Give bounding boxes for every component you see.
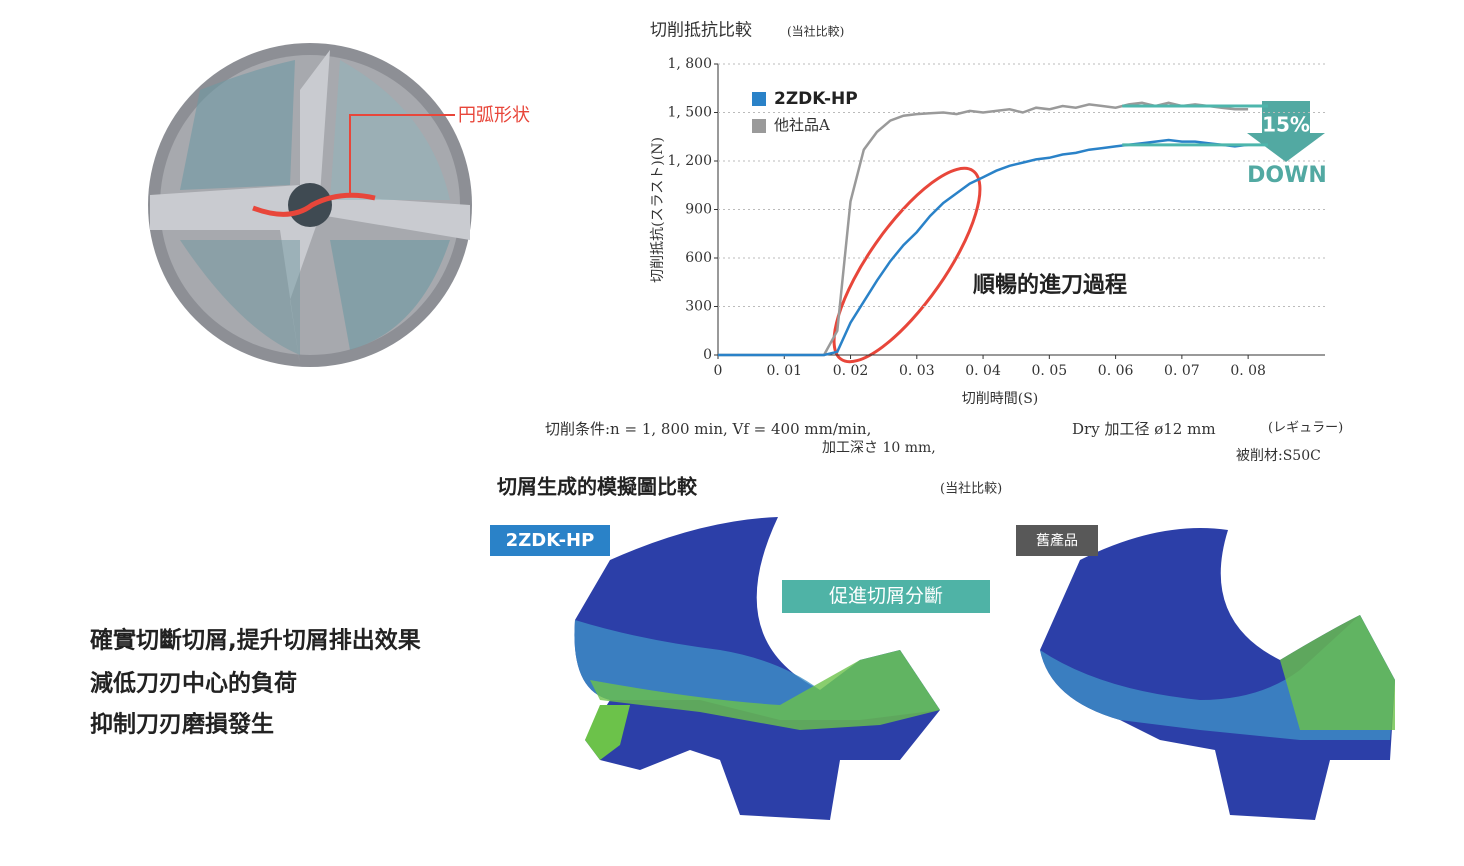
x-tick-label: 0. 01: [766, 363, 802, 379]
y-tick-label: 0: [703, 347, 712, 363]
callout-text: 促進切屑分斷: [829, 585, 943, 607]
legend-swatch: [752, 92, 766, 106]
condition-text: 被削材:S50C: [1236, 448, 1321, 464]
simulation-image-new: [574, 517, 940, 820]
chart-subtitle: (当社比較): [787, 24, 844, 39]
condition-text: 加工深さ 10 mm,: [822, 440, 936, 456]
x-tick-label: 0. 03: [899, 363, 935, 379]
section-title: 切屑生成的模擬圖比較: [497, 475, 698, 499]
condition-text: 切削条件:n = 1, 800 min, Vf = 400 mm/min,: [545, 420, 871, 438]
x-tick-label: 0. 08: [1230, 363, 1266, 379]
x-tick-label: 0. 05: [1032, 363, 1068, 379]
x-tick-label: 0. 04: [965, 363, 1001, 379]
series-line: [718, 138, 1249, 357]
bullet: 減低刀刃中心的負荷: [90, 670, 297, 697]
x-tick-label: 0. 06: [1098, 363, 1134, 379]
chart-title: 切削抵抗比較: [650, 21, 752, 41]
y-tick-label: 1, 500: [667, 105, 712, 121]
y-tick-label: 600: [685, 250, 712, 266]
y-tick-label: 300: [685, 299, 712, 315]
label-text: 舊產品: [1036, 532, 1078, 549]
legend-label: 2ZDK-HP: [774, 89, 858, 109]
x-tick-label: 0. 07: [1164, 363, 1200, 379]
condition-text: Dry 加工径 ø12 mm: [1072, 420, 1216, 438]
x-axis-label: 切削時間(S): [962, 391, 1039, 407]
highlight-ellipse: [832, 166, 982, 364]
simulation-image-old: [1040, 528, 1395, 820]
label-box: [490, 525, 610, 556]
annotation: 順暢的進刀過程: [973, 272, 1127, 298]
section-note: (当社比較): [940, 481, 1002, 497]
bullet: 抑制刀刃磨損發生: [90, 712, 274, 738]
label-box: [1016, 525, 1098, 556]
x-tick-label: 0. 02: [833, 363, 869, 379]
drill-image: [148, 43, 472, 367]
x-tick-label: 0: [714, 363, 723, 379]
annotation: 15%: [1262, 113, 1310, 137]
callout-box: [782, 580, 990, 613]
condition-text: (レギュラー): [1268, 421, 1343, 436]
drill-label: 円弧形状: [458, 105, 530, 126]
label-text: 2ZDK-HP: [506, 530, 595, 551]
bullet: 確實切斷切屑,提升切屑排出效果: [90, 627, 421, 654]
annotation: DOWN: [1247, 163, 1327, 188]
y-tick-label: 1, 800: [667, 56, 712, 72]
y-tick-label: 1, 200: [667, 153, 712, 169]
legend-label: 他社品A: [774, 116, 830, 134]
y-tick-label: 900: [685, 202, 712, 218]
legend-swatch: [752, 119, 766, 133]
y-axis-label: 切削抵抗(スラスト)(N): [650, 137, 666, 283]
down-arrow: [1247, 101, 1325, 162]
